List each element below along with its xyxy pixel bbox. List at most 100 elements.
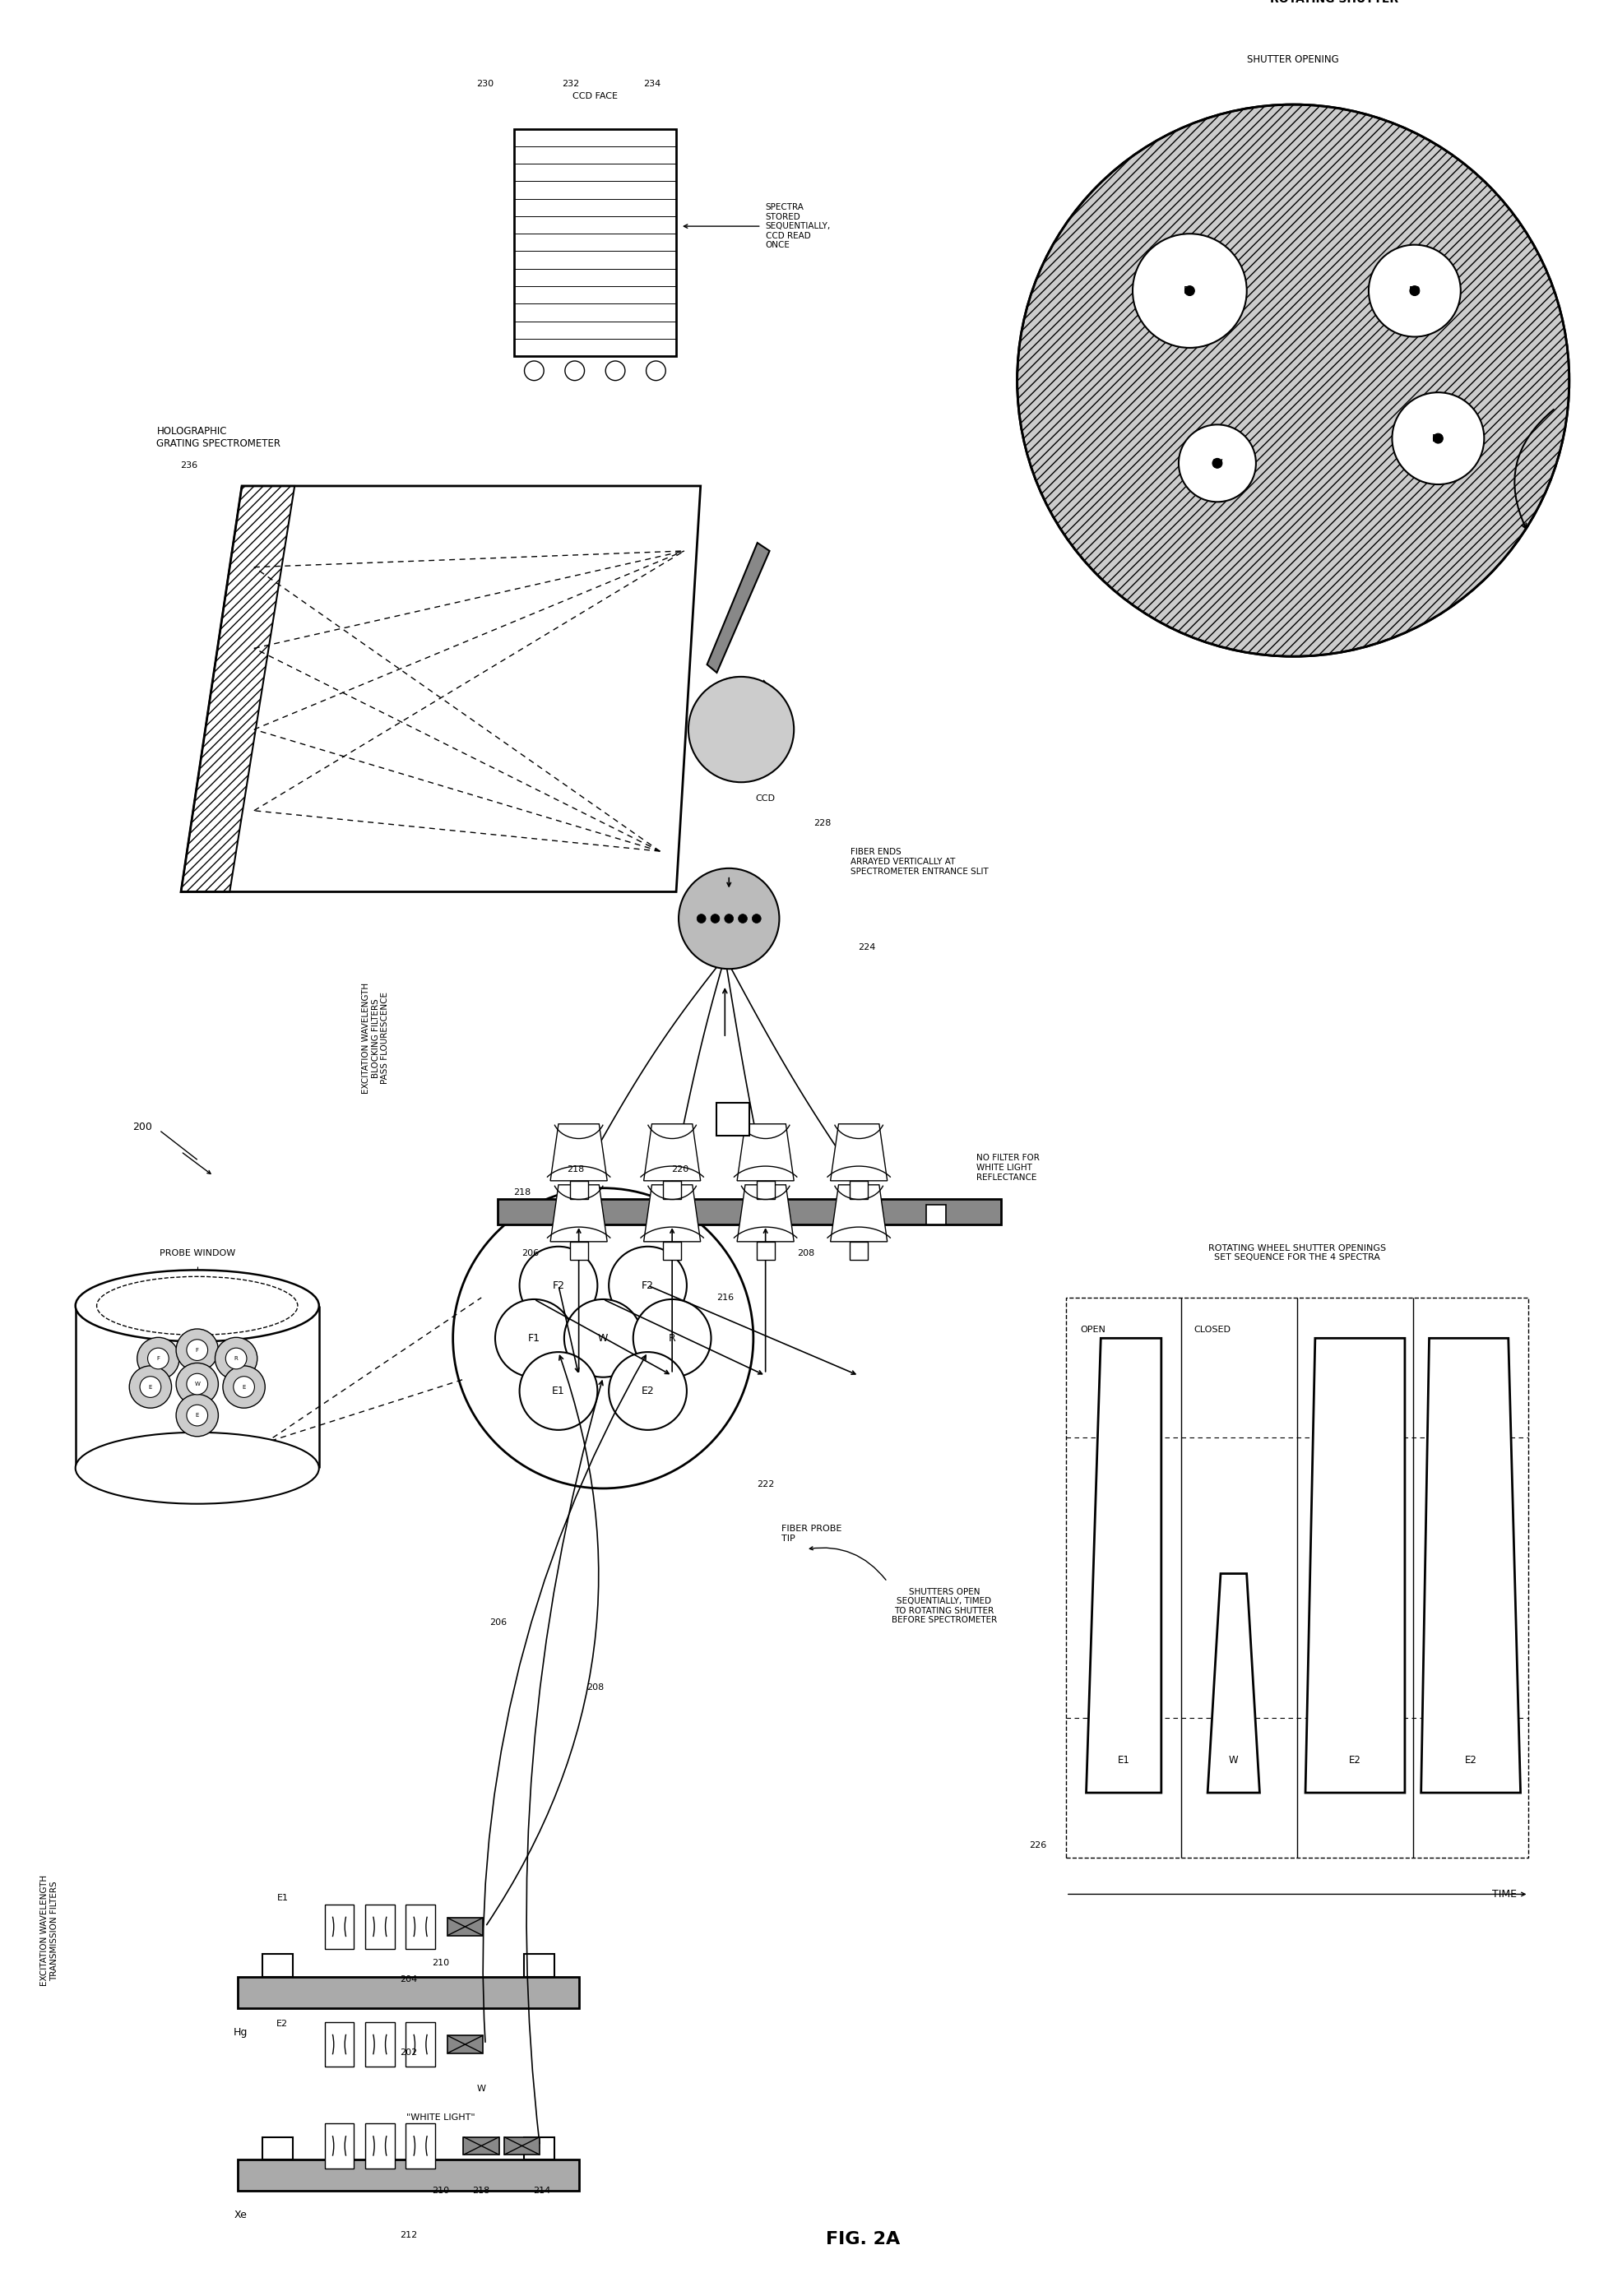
Text: E1: E1 — [1184, 285, 1195, 296]
Text: E: E — [242, 1384, 245, 1389]
Text: NO FILTER FOR
WHITE LIGHT
REFLECTANCE: NO FILTER FOR WHITE LIGHT REFLECTANCE — [976, 1155, 1040, 1182]
Circle shape — [1369, 246, 1461, 338]
Ellipse shape — [76, 1433, 319, 1504]
Bar — [926, 1205, 945, 1224]
Circle shape — [724, 914, 734, 923]
Polygon shape — [737, 1125, 794, 1180]
Polygon shape — [181, 487, 700, 891]
Polygon shape — [1208, 1573, 1260, 1793]
Circle shape — [215, 1336, 258, 1380]
Text: CCD: CCD — [755, 794, 776, 804]
Bar — [406, 2124, 436, 2167]
Circle shape — [176, 1394, 218, 1437]
Text: 218: 218 — [513, 1187, 531, 1196]
Circle shape — [1018, 106, 1569, 657]
Text: F: F — [156, 1357, 160, 1362]
Text: W: W — [195, 1382, 200, 1387]
Polygon shape — [1305, 1339, 1405, 1793]
Bar — [237, 2161, 579, 2190]
Text: EXCITATION WAVELENGTH
TRANSMISSION FILTERS: EXCITATION WAVELENGTH TRANSMISSION FILTE… — [40, 1876, 58, 1986]
Circle shape — [226, 1348, 247, 1368]
Text: ROTATING WHEEL SHUTTER OPENINGS
SET SEQUENCE FOR THE 4 SPECTRA: ROTATING WHEEL SHUTTER OPENINGS SET SEQU… — [1208, 1244, 1386, 1263]
Bar — [524, 1954, 555, 1977]
Text: 218: 218 — [473, 2186, 490, 2195]
Circle shape — [519, 1247, 597, 1325]
Text: 200: 200 — [132, 1123, 152, 1132]
Polygon shape — [550, 1185, 606, 1242]
Text: 234: 234 — [644, 80, 661, 87]
Ellipse shape — [76, 1270, 319, 1341]
Text: Hg: Hg — [234, 2027, 248, 2037]
Text: E2: E2 — [1408, 285, 1421, 296]
Circle shape — [697, 914, 706, 923]
Text: E1: E1 — [277, 1894, 289, 1903]
Text: 230: 230 — [477, 80, 494, 87]
Bar — [447, 1917, 482, 1936]
Bar — [263, 2138, 294, 2161]
Text: 232: 232 — [561, 80, 579, 87]
Bar — [237, 1977, 579, 2009]
Bar — [524, 2138, 555, 2161]
Text: ROTATING SHUTTER: ROTATING SHUTTER — [1269, 0, 1398, 5]
Polygon shape — [644, 1125, 700, 1180]
Polygon shape — [831, 1125, 887, 1180]
Text: R: R — [234, 1357, 239, 1362]
Circle shape — [689, 677, 794, 783]
Bar — [447, 2037, 482, 2053]
Text: W: W — [477, 2085, 486, 2094]
Text: FIBER ENDS
ARRAYED VERTICALLY AT
SPECTROMETER ENTRANCE SLIT: FIBER ENDS ARRAYED VERTICALLY AT SPECTRO… — [850, 847, 989, 875]
Text: E2: E2 — [1432, 434, 1444, 443]
Bar — [406, 2023, 436, 2066]
Bar — [463, 2138, 498, 2154]
Text: 212: 212 — [400, 2232, 418, 2239]
Text: 236: 236 — [181, 461, 198, 471]
Circle shape — [187, 1339, 208, 1362]
Text: SHUTTERS OPEN
SEQUENTIALLY, TIMED
TO ROTATING SHUTTER
BEFORE SPECTROMETER: SHUTTERS OPEN SEQUENTIALLY, TIMED TO ROT… — [892, 1587, 997, 1626]
Circle shape — [223, 1366, 265, 1407]
Circle shape — [187, 1373, 208, 1394]
Circle shape — [519, 1352, 597, 1430]
Circle shape — [1213, 459, 1223, 468]
Text: 228: 228 — [813, 820, 831, 827]
Polygon shape — [831, 1185, 887, 1242]
Bar — [505, 2138, 540, 2154]
Circle shape — [565, 1300, 642, 1378]
Text: R: R — [668, 1334, 676, 1343]
Bar — [515, 129, 676, 356]
Circle shape — [524, 360, 544, 381]
Circle shape — [148, 1348, 169, 1368]
Bar — [663, 1242, 681, 1261]
Bar — [850, 1242, 868, 1261]
Text: W: W — [1213, 457, 1223, 468]
Circle shape — [176, 1329, 218, 1371]
Text: E: E — [148, 1384, 152, 1389]
Text: PROBE WINDOW: PROBE WINDOW — [160, 1249, 235, 1258]
Text: Xe: Xe — [234, 2209, 247, 2220]
Text: E: E — [195, 1412, 198, 1419]
Text: 202: 202 — [400, 2048, 418, 2057]
Text: SPECTRA
STORED
SEQUENTIALLY,
CCD READ
ONCE: SPECTRA STORED SEQUENTIALLY, CCD READ ON… — [766, 202, 831, 250]
Polygon shape — [550, 1125, 606, 1180]
Text: EXCITATION WAVELENGTH
BLOCKING FILTERS
PASS FLOURESCENCE: EXCITATION WAVELENGTH BLOCKING FILTERS P… — [363, 983, 389, 1093]
Bar — [365, 2023, 395, 2066]
Text: "WHITE LIGHT": "WHITE LIGHT" — [406, 2112, 476, 2122]
Text: E2: E2 — [642, 1387, 655, 1396]
Bar — [716, 1102, 750, 1134]
Bar — [569, 1242, 587, 1261]
Text: FIBER PROBE
TIP: FIBER PROBE TIP — [782, 1525, 842, 1543]
Text: F: F — [195, 1348, 198, 1352]
Text: 218: 218 — [566, 1166, 584, 1173]
Circle shape — [739, 914, 747, 923]
Text: E2: E2 — [277, 2020, 289, 2027]
Circle shape — [453, 1187, 753, 1488]
Text: E1: E1 — [1118, 1754, 1129, 1766]
Circle shape — [1132, 234, 1247, 347]
Text: 216: 216 — [716, 1293, 734, 1302]
Text: 208: 208 — [586, 1683, 603, 1692]
Text: 220: 220 — [671, 1166, 689, 1173]
Bar — [365, 2124, 395, 2167]
Circle shape — [140, 1375, 161, 1398]
Circle shape — [1410, 287, 1419, 296]
Text: 210: 210 — [432, 1958, 450, 1968]
Circle shape — [234, 1375, 255, 1398]
